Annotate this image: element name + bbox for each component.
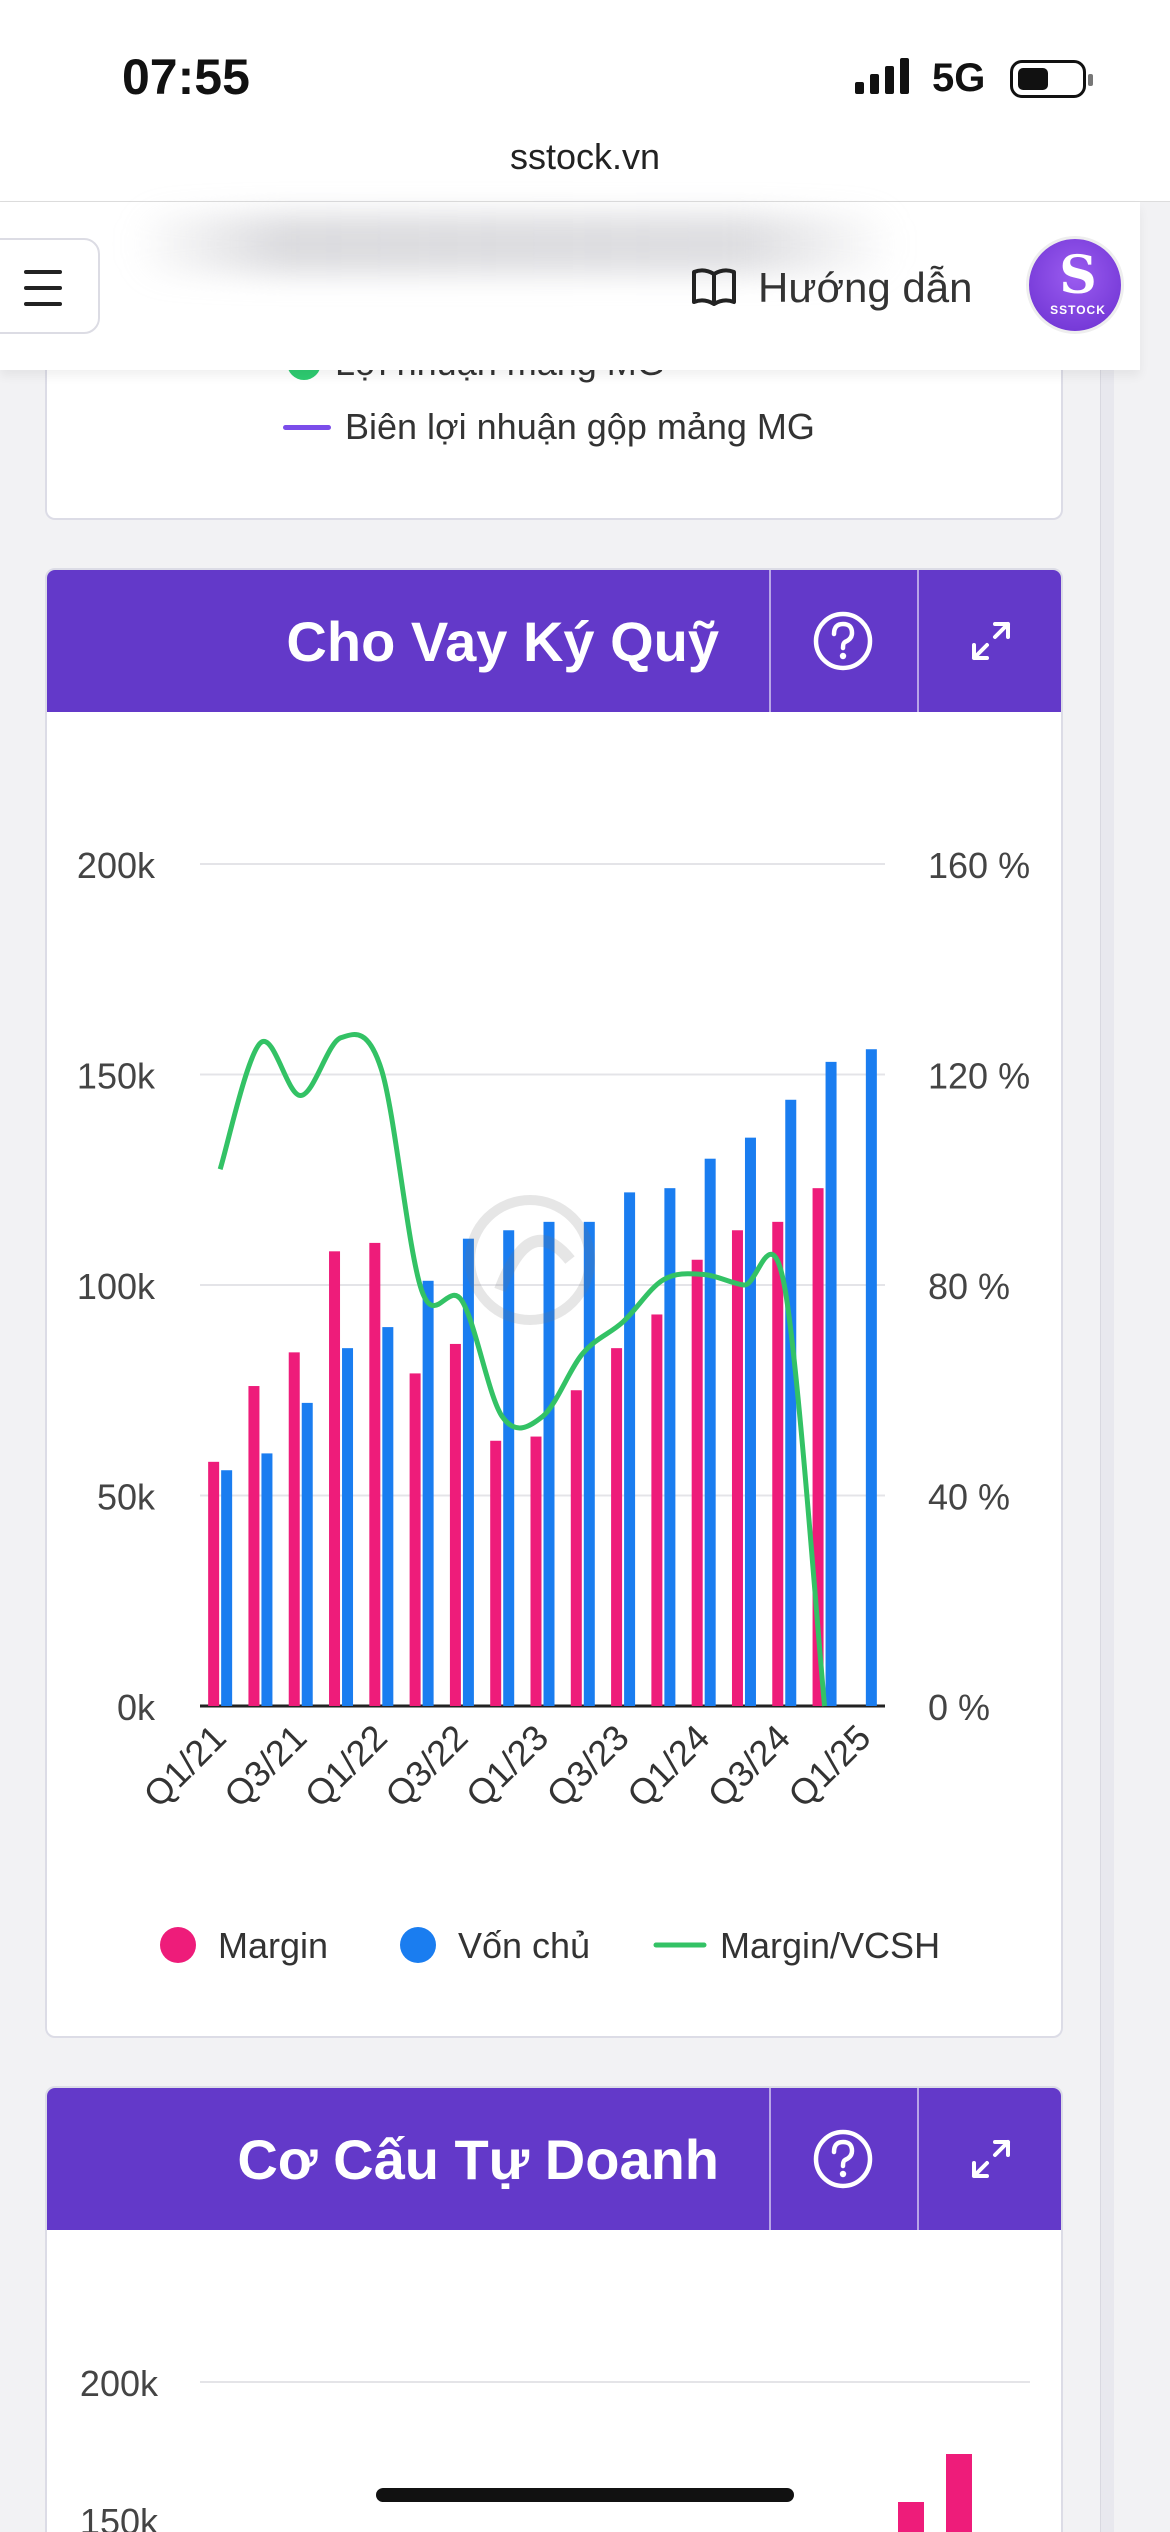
bar-margin (570, 1390, 582, 1706)
guide-label: Hướng dẫn (758, 264, 973, 311)
expand-button[interactable] (917, 570, 1061, 712)
bar-equity (664, 1188, 676, 1706)
bar-margin (329, 1251, 341, 1706)
bar-equity (221, 1470, 233, 1706)
network-label: 5G (932, 56, 986, 100)
home-indicator[interactable] (376, 2488, 794, 2502)
y-left-tick-label: 200k (80, 2363, 159, 2404)
bar-equity (865, 1049, 877, 1706)
status-bar: 07:55 5G (0, 0, 1170, 130)
card-title: Cơ Cấu Tự Doanh (237, 2127, 719, 2191)
y-right-tick-label: 120 % (928, 1056, 1030, 1097)
bar-margin (731, 1230, 743, 1706)
y-left-tick-label: 100k (77, 1266, 156, 1307)
bar-margin (288, 1352, 300, 1706)
bar-equity (624, 1192, 636, 1706)
y-left-tick-label: 150k (80, 2501, 159, 2532)
y-left-tick-label: 150k (77, 1056, 156, 1097)
blurred-banner (130, 214, 900, 274)
bar-equity (462, 1238, 474, 1706)
bar-fragment (946, 2454, 972, 2532)
legend-item[interactable]: Biên lợi nhuận gộp mảng MG (283, 406, 815, 448)
bar-equity (342, 1348, 354, 1706)
y-right-tick-label: 40 % (928, 1477, 1010, 1518)
battery-icon (1010, 60, 1093, 98)
bar-margin (248, 1386, 260, 1706)
legend-line-icon (283, 424, 331, 430)
bar-equity (382, 1327, 394, 1706)
logo-letter: S (1059, 245, 1097, 306)
y-right-tick-label: 80 % (928, 1266, 1010, 1307)
url-bar[interactable] (0, 130, 1170, 202)
trading-structure-card: Cơ Cấu Tự Doanh (45, 2086, 1063, 2532)
status-time: 07:55 (122, 49, 250, 105)
legend-dot-icon (400, 1927, 436, 1963)
bar-margin (772, 1221, 784, 1706)
logo-sub: SSTOCK (1050, 303, 1106, 317)
bar-equity (503, 1230, 515, 1706)
legend-label: Biên lợi nhuận gộp mảng MG (345, 406, 815, 447)
y-left-tick-label: 50k (97, 1477, 156, 1518)
bar-margin (530, 1436, 542, 1706)
bar-equity (744, 1137, 756, 1706)
bar-equity (785, 1099, 797, 1706)
y-right-tick-label: 0 % (928, 1687, 990, 1728)
card-title: Cho Vay Ký Quỹ (286, 609, 719, 673)
bar-margin (611, 1348, 623, 1706)
bar-equity (422, 1280, 434, 1706)
bar-equity (704, 1158, 716, 1706)
card-header: Cơ Cấu Tự Doanh (47, 2088, 1061, 2230)
scrollbar[interactable] (1100, 370, 1114, 2532)
legend-label: Margin/VCSH (720, 1925, 940, 1966)
bar-margin (812, 1188, 824, 1706)
bar-margin (369, 1242, 381, 1706)
bar-equity (261, 1453, 273, 1706)
url-text[interactable]: sstock.vn (509, 136, 661, 177)
help-button[interactable] (769, 2088, 915, 2230)
book-open-icon (692, 268, 736, 306)
bar-margin (490, 1440, 502, 1706)
bar-equity (301, 1402, 313, 1706)
bar-margin (651, 1314, 663, 1706)
expand-button[interactable] (917, 2088, 1061, 2230)
menu-button[interactable] (0, 238, 100, 334)
app-header: Hướng dẫn S SSTOCK (0, 202, 1140, 370)
watermark-logo (465, 1195, 595, 1325)
bar-equity (825, 1061, 837, 1706)
bar-equity (543, 1221, 555, 1706)
legend-label: Vốn chủ (458, 1925, 590, 1966)
expand-icon (972, 622, 1010, 660)
bar-margin (691, 1259, 703, 1706)
bar-margin (449, 1343, 461, 1706)
help-button[interactable] (769, 570, 915, 712)
bar-fragment (898, 2502, 924, 2532)
bar-equity (583, 1221, 595, 1706)
question-icon (813, 611, 873, 671)
guide-link[interactable]: Hướng dẫn (690, 258, 972, 318)
y-left-tick-label: 200k (77, 845, 156, 886)
legend-label: Margin (218, 1925, 328, 1966)
question-icon (813, 2129, 873, 2189)
legend-dot-icon (160, 1927, 196, 1963)
y-right-tick-label: 160 % (928, 845, 1030, 886)
card-header: Cho Vay Ký Quỹ (47, 570, 1061, 712)
line-margin-vcsh (217, 1032, 828, 1707)
expand-icon (972, 2140, 1010, 2178)
signal-icon (855, 58, 909, 94)
bar-margin (208, 1461, 220, 1706)
y-left-tick-label: 0k (117, 1687, 156, 1728)
bar-margin (409, 1373, 421, 1706)
avatar[interactable]: S SSTOCK (1026, 236, 1124, 334)
